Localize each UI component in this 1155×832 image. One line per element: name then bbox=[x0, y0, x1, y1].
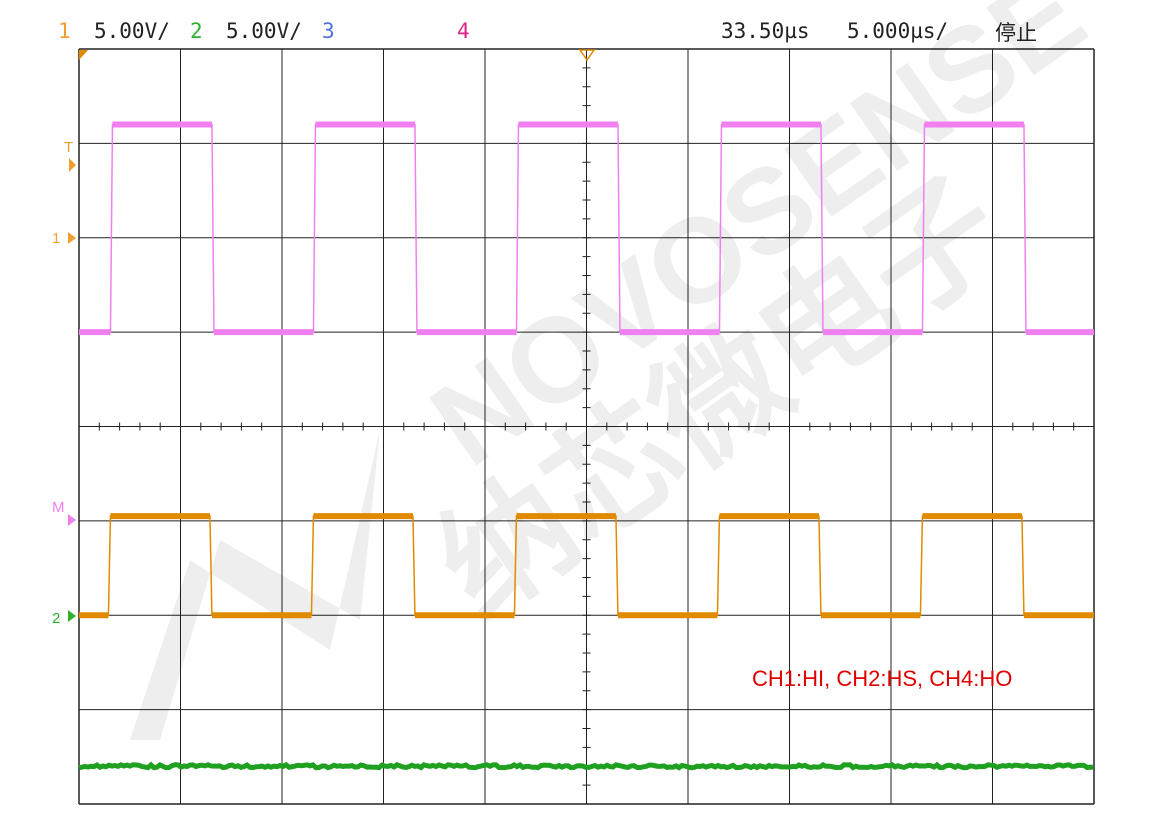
trigger-position: 33.50µs bbox=[721, 19, 810, 43]
watermark-logo: NOVOSENSE 纳芯微电子 bbox=[130, 0, 1108, 740]
run-status[interactable]: 停止 bbox=[995, 21, 1037, 45]
trigger-level-arrow-icon bbox=[69, 158, 76, 172]
ch1-label[interactable]: 1 bbox=[58, 19, 71, 43]
math-ground-label: M bbox=[52, 499, 65, 516]
math-ground-arrow-icon bbox=[68, 514, 76, 526]
ch2-ground-label: 2 bbox=[52, 610, 60, 627]
left-edge-marker-icon bbox=[79, 50, 88, 60]
trace-ch2 bbox=[79, 765, 1093, 768]
ch2-ground-arrow-icon bbox=[68, 610, 76, 622]
header-bar: 1 5.00V/ 2 5.00V/ 3 4 33.50µs 5.000µs/ 停… bbox=[58, 19, 1037, 45]
ch1-ground-arrow-icon bbox=[68, 232, 76, 244]
trigger-level-label: T bbox=[64, 139, 73, 156]
ch2-scale: 5.00V/ bbox=[226, 19, 302, 43]
watermark-n-mark bbox=[130, 430, 380, 740]
ch2-label[interactable]: 2 bbox=[190, 19, 203, 43]
channel-annotation: CH1:HI, CH2:HS, CH4:HO bbox=[752, 666, 1012, 691]
ch3-label[interactable]: 3 bbox=[322, 19, 335, 43]
ch4-label[interactable]: 4 bbox=[457, 19, 470, 43]
timebase: 5.000µs/ bbox=[847, 19, 948, 43]
ch1-scale: 5.00V/ bbox=[94, 19, 170, 43]
ch1-ground-label: 1 bbox=[52, 230, 60, 247]
